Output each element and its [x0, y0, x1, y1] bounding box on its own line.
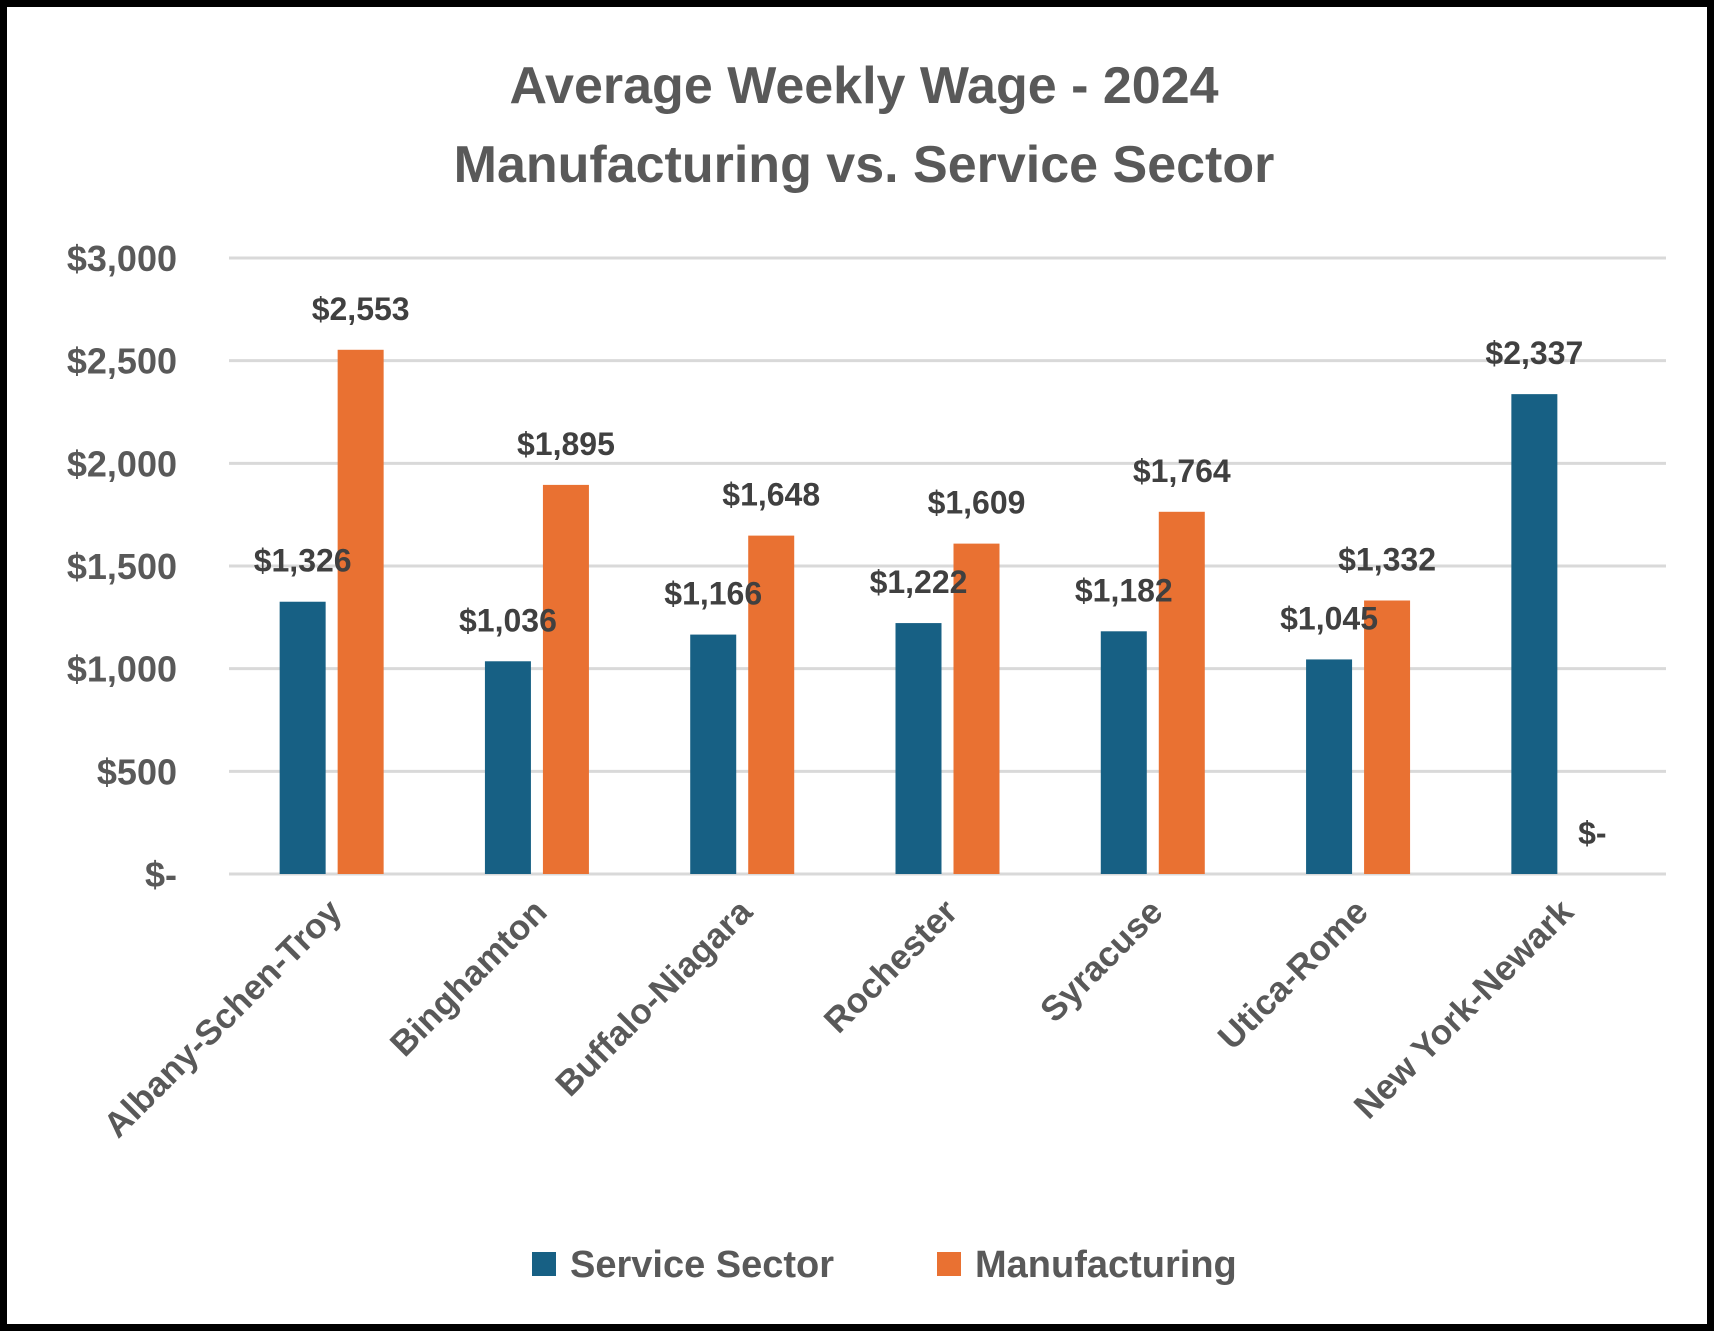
bar-service [895, 623, 942, 874]
legend-label: Manufacturing [975, 1244, 1237, 1286]
x-tick-label: Albany-Schen-Troy [96, 892, 349, 1145]
y-tick-label: $500 [97, 751, 177, 792]
bar-service [1100, 631, 1147, 874]
bar-manufacturing [542, 484, 589, 874]
data-label: $1,332 [1338, 541, 1436, 577]
x-tick-label: Binghamton [383, 892, 555, 1064]
bar-manufacturing [1158, 511, 1205, 874]
x-tick-label: New York-Newark [1347, 892, 1582, 1127]
x-tick-label: Rochester [817, 892, 966, 1041]
y-tick-label: $1,000 [67, 649, 177, 690]
legend-swatch [937, 1252, 961, 1276]
bar-chart: Average Weekly Wage - 2024 Manufacturing… [67, 57, 1666, 1286]
data-label: $1,166 [664, 576, 762, 612]
y-tick-label: $2,500 [67, 341, 177, 382]
data-label: $1,222 [870, 564, 968, 600]
bar-manufacturing [337, 349, 384, 874]
legend-swatch [532, 1252, 556, 1276]
chart-title: Average Weekly Wage - 2024 [509, 57, 1218, 115]
legend-label: Service Sector [570, 1244, 834, 1286]
bar-service [484, 661, 531, 874]
data-label: $1,036 [459, 602, 557, 638]
y-tick-label: $2,000 [67, 443, 177, 484]
data-label: $1,326 [254, 543, 352, 579]
bar-service [690, 634, 737, 874]
bar-manufacturing [748, 535, 795, 874]
data-label: $1,182 [1075, 572, 1173, 608]
x-tick-label: Buffalo-Niagara [548, 892, 760, 1104]
chart-subtitle: Manufacturing vs. Service Sector [454, 136, 1275, 194]
bar-service [1306, 659, 1353, 874]
data-label: $2,553 [312, 291, 410, 327]
bar-service [279, 601, 326, 874]
data-label: $1,895 [517, 426, 615, 462]
y-tick-label: $3,000 [67, 238, 177, 279]
data-label: $- [1578, 815, 1606, 851]
bar-manufacturing [1364, 600, 1411, 874]
data-label: $1,764 [1133, 453, 1231, 489]
data-label: $1,648 [722, 477, 820, 513]
bar-manufacturing [953, 543, 1000, 874]
y-tick-label: $1,500 [67, 546, 177, 587]
bar-service [1511, 394, 1558, 874]
y-tick-label: $- [145, 854, 177, 895]
x-tick-label: Utica-Rome [1211, 892, 1376, 1057]
data-label: $2,337 [1485, 335, 1583, 371]
x-tick-label: Syracuse [1033, 892, 1171, 1030]
data-label: $1,045 [1280, 600, 1378, 636]
data-label: $1,609 [928, 485, 1026, 521]
